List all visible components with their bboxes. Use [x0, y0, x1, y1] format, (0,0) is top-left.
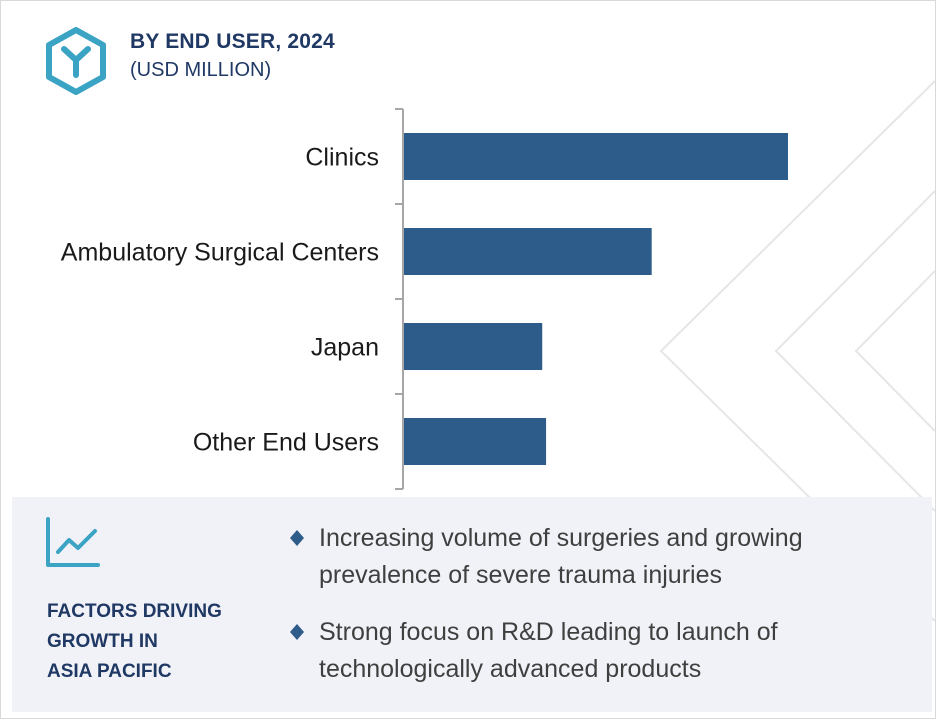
bar-chart: Clinics Ambulatory Surgical Centers Japan O…	[61, 108, 788, 490]
chart-subtitle: (USD MILLION)	[130, 59, 272, 81]
factor-text: Increasing volume of surgeries and growi…	[319, 524, 803, 589]
hexagon-y-logo-icon	[46, 27, 106, 95]
factor-item: Strong focus on R&D leading to launch of…	[287, 614, 907, 688]
factor-item: Increasing volume of surgeries and growi…	[287, 520, 907, 594]
factors-title: FACTORS DRIVING GROWTH IN ASIA PACIFIC	[47, 597, 267, 687]
trend-chart-icon	[46, 517, 100, 567]
factors-panel	[12, 497, 932, 712]
bar	[404, 323, 543, 370]
factor-text: Strong focus on R&D leading to launch of…	[319, 618, 778, 683]
bar	[404, 133, 788, 180]
category-label: Clinics	[305, 144, 379, 172]
bar	[404, 228, 652, 275]
factors-title-line: ASIA PACIFIC	[47, 661, 172, 682]
factors-title-line: FACTORS DRIVING	[47, 601, 222, 622]
category-label: Ambulatory Surgical Centers	[61, 239, 379, 267]
diamond-bullet-icon	[290, 530, 304, 546]
diamond-bullet-icon	[290, 624, 304, 640]
factors-title-line: GROWTH IN	[47, 631, 158, 652]
chart-title: BY END USER, 2024	[130, 30, 335, 53]
category-label: Japan	[311, 334, 379, 362]
factors-list: Increasing volume of surgeries and growi…	[287, 520, 907, 708]
bar	[404, 418, 547, 465]
category-label: Other End Users	[193, 429, 379, 457]
